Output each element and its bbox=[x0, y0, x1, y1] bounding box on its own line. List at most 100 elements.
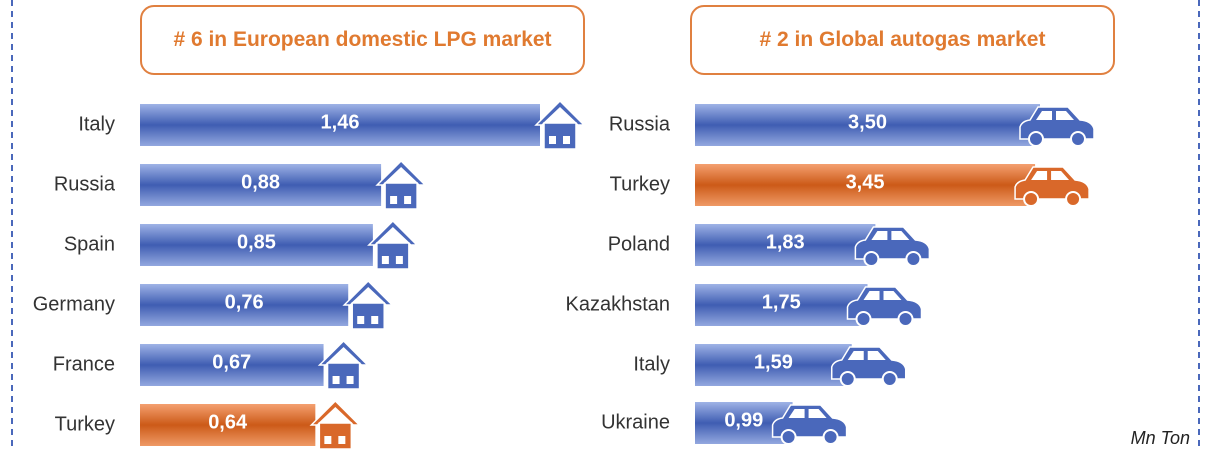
car-body bbox=[1014, 166, 1090, 200]
category-label: Kazakhstan bbox=[565, 293, 670, 315]
car-wheel bbox=[1065, 191, 1082, 207]
category-label: France bbox=[53, 353, 115, 375]
house-body bbox=[543, 122, 577, 150]
house-window bbox=[549, 136, 556, 144]
house-icon bbox=[342, 279, 395, 330]
house-window bbox=[324, 436, 332, 444]
house-icon bbox=[317, 339, 370, 390]
house-roof bbox=[317, 339, 370, 366]
value-label: 0,99 bbox=[724, 409, 763, 431]
car-body bbox=[830, 346, 907, 380]
house-window bbox=[371, 316, 379, 324]
car-icon bbox=[771, 404, 848, 445]
car-window bbox=[863, 291, 902, 300]
category-label: Ukraine bbox=[601, 411, 670, 433]
house-window bbox=[563, 136, 570, 144]
car-body bbox=[1019, 106, 1095, 140]
car-icon bbox=[1014, 166, 1090, 207]
value-label: 0,64 bbox=[208, 411, 248, 433]
house-window bbox=[332, 376, 340, 384]
value-label: 1,59 bbox=[754, 351, 793, 373]
unit-note: Mn Ton bbox=[1131, 428, 1190, 448]
category-label: Spain bbox=[64, 233, 115, 255]
house-body bbox=[326, 362, 361, 390]
bar bbox=[140, 404, 316, 446]
bar bbox=[140, 224, 373, 266]
house-icon bbox=[534, 99, 586, 150]
bar bbox=[140, 104, 540, 146]
category-label: Italy bbox=[633, 353, 670, 375]
value-label: 0,67 bbox=[212, 351, 251, 373]
house-window bbox=[338, 436, 346, 444]
car-wheel bbox=[839, 371, 856, 387]
car-window bbox=[871, 231, 910, 240]
category-label: Turkey bbox=[610, 173, 670, 195]
bar bbox=[695, 344, 852, 386]
house-window bbox=[357, 316, 365, 324]
house-body bbox=[376, 242, 410, 270]
house-window bbox=[346, 376, 354, 384]
house-window bbox=[390, 196, 398, 204]
value-label: 0,88 bbox=[241, 171, 280, 193]
house-window bbox=[395, 256, 403, 264]
chart-title: # 6 in European domestic LPG market bbox=[140, 5, 585, 75]
bar bbox=[695, 224, 876, 266]
car-icon bbox=[1019, 106, 1095, 147]
house-icon bbox=[367, 219, 419, 270]
house-roof bbox=[375, 159, 427, 186]
car-wheel bbox=[881, 371, 898, 387]
car-wheel bbox=[822, 429, 839, 445]
car-wheel bbox=[863, 251, 880, 267]
category-label: Poland bbox=[608, 233, 670, 255]
bar bbox=[695, 284, 868, 326]
category-label: Germany bbox=[33, 293, 115, 315]
value-label: 0,85 bbox=[237, 231, 276, 253]
car-body bbox=[854, 226, 931, 260]
category-label: Turkey bbox=[55, 413, 115, 435]
house-window bbox=[381, 256, 389, 264]
bar bbox=[140, 164, 382, 206]
house-roof bbox=[534, 99, 586, 126]
car-window bbox=[1031, 171, 1070, 180]
house-body bbox=[351, 302, 385, 330]
car-wheel bbox=[1070, 131, 1086, 147]
car-wheel bbox=[1023, 191, 1040, 207]
car-body bbox=[771, 404, 848, 438]
bar bbox=[695, 164, 1036, 206]
value-label: 3,45 bbox=[846, 171, 885, 193]
house-body bbox=[318, 422, 353, 450]
category-label: Italy bbox=[78, 113, 115, 135]
value-label: 0,76 bbox=[225, 291, 264, 313]
value-label: 3,50 bbox=[848, 111, 887, 133]
house-icon bbox=[309, 399, 362, 450]
house-icon bbox=[375, 159, 427, 210]
car-window bbox=[788, 409, 827, 418]
car-icon bbox=[830, 346, 907, 387]
house-roof bbox=[367, 219, 419, 246]
bar bbox=[140, 344, 324, 386]
house-roof bbox=[309, 399, 362, 426]
car-wheel bbox=[855, 311, 872, 327]
bar bbox=[695, 104, 1040, 146]
car-window bbox=[1036, 111, 1074, 120]
car-window bbox=[847, 351, 886, 360]
car-icon bbox=[846, 286, 923, 327]
car-icon bbox=[854, 226, 931, 267]
house-window bbox=[404, 196, 412, 204]
value-label: 1,46 bbox=[321, 111, 360, 133]
value-label: 1,75 bbox=[762, 291, 801, 313]
car-wheel bbox=[1028, 131, 1044, 147]
house-body bbox=[384, 182, 418, 210]
car-body bbox=[846, 286, 923, 320]
category-label: Russia bbox=[609, 113, 671, 135]
car-wheel bbox=[905, 251, 922, 267]
chart-title: # 2 in Global autogas market bbox=[690, 5, 1115, 75]
bar bbox=[140, 284, 349, 326]
car-wheel bbox=[780, 429, 797, 445]
car-wheel bbox=[897, 311, 914, 327]
value-label: 1,83 bbox=[766, 231, 805, 253]
category-label: Russia bbox=[54, 173, 116, 195]
house-roof bbox=[342, 279, 395, 306]
